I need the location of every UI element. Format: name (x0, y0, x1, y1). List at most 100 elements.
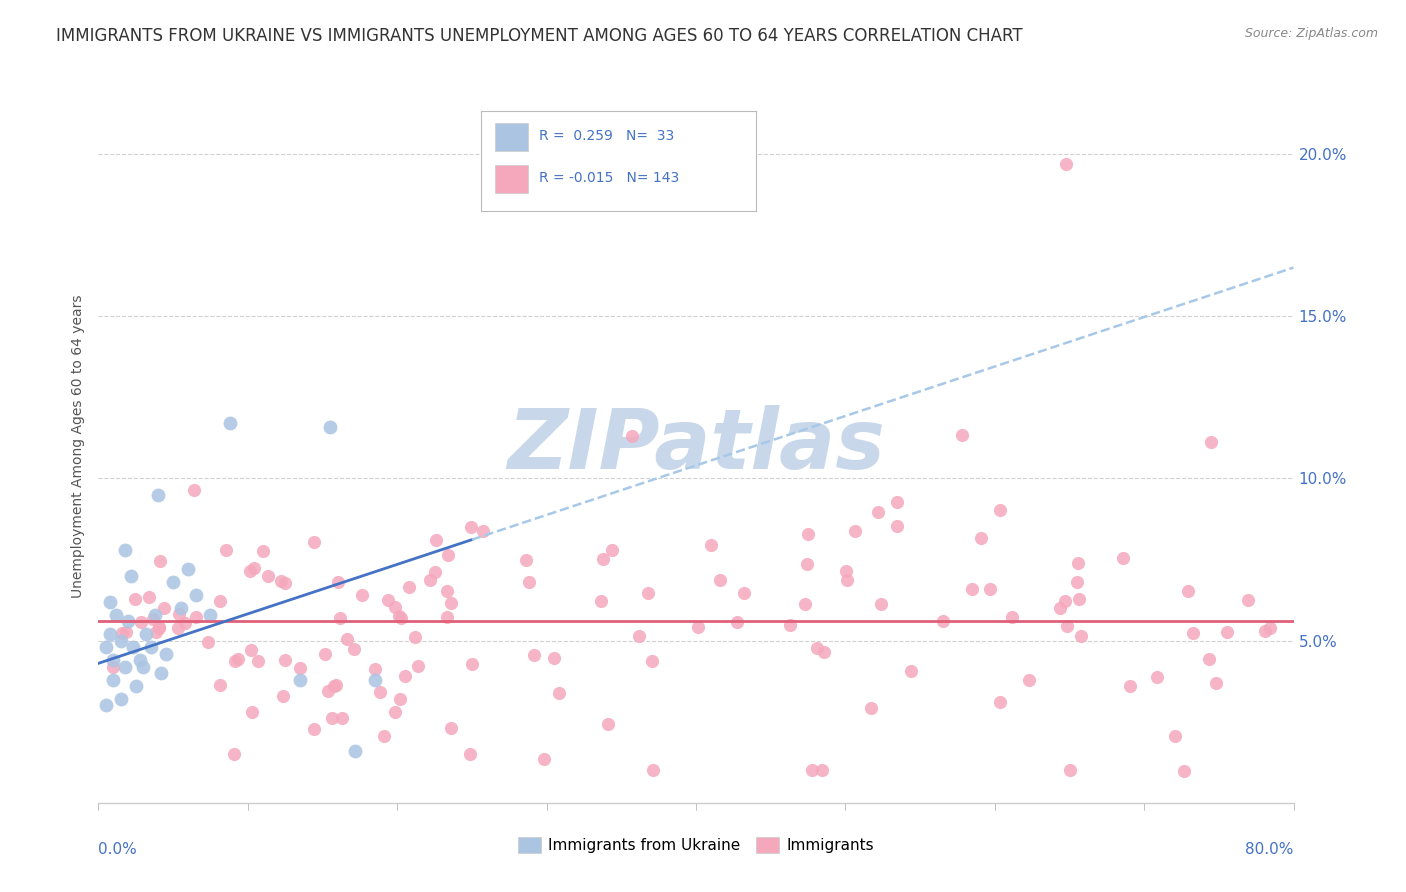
Point (1258, 621, 1281, 635)
Point (627, 629, 650, 643)
Point (1215, 625, 1237, 640)
Point (835, 573, 858, 587)
Point (319, 419, 342, 434)
Point (835, 564, 858, 578)
Point (419, 574, 441, 588)
Point (169, 601, 191, 615)
Point (129, 615, 152, 630)
Point (533, 752, 555, 766)
Point (114, 542, 136, 557)
Point (167, 607, 190, 621)
Point (377, 593, 399, 607)
Point (1198, 652, 1220, 666)
Point (222, 747, 245, 761)
Point (129, 653, 152, 667)
Point (145, 625, 167, 640)
Legend: Immigrants from Ukraine, Immigrants: Immigrants from Ukraine, Immigrants (512, 831, 880, 859)
Point (162, 575, 184, 590)
Y-axis label: Unemployment Among Ages 60 to 64 years: Unemployment Among Ages 60 to 64 years (70, 294, 84, 598)
Point (1111, 550, 1133, 565)
Point (439, 721, 461, 735)
Point (515, 553, 537, 567)
Point (270, 574, 292, 588)
Point (373, 729, 395, 743)
Point (389, 611, 412, 625)
Point (246, 654, 269, 668)
Point (121, 640, 143, 654)
Point (184, 588, 207, 602)
Text: ZIPatlas: ZIPatlas (508, 406, 884, 486)
Point (637, 585, 659, 599)
Point (117, 614, 139, 628)
Point (589, 594, 612, 608)
Point (886, 495, 908, 509)
Point (592, 552, 614, 566)
Point (226, 652, 249, 666)
Point (103, 660, 125, 674)
Point (436, 583, 458, 598)
Point (1205, 676, 1227, 690)
Point (813, 644, 835, 658)
Point (458, 747, 481, 761)
Point (384, 599, 406, 614)
Point (406, 659, 429, 673)
Point (103, 653, 125, 667)
Point (620, 428, 643, 442)
Point (1173, 764, 1195, 778)
Point (124, 591, 146, 606)
Point (796, 557, 818, 571)
Point (125, 679, 148, 693)
Point (302, 535, 325, 549)
Point (801, 764, 824, 778)
Point (138, 590, 160, 604)
Point (1066, 575, 1088, 590)
Point (543, 651, 565, 665)
Point (900, 664, 922, 678)
Point (148, 554, 170, 568)
Point (725, 615, 748, 629)
Text: 0.0%: 0.0% (98, 842, 138, 857)
Point (404, 630, 426, 644)
Point (436, 610, 458, 624)
Point (186, 610, 208, 624)
Point (794, 598, 817, 612)
Point (870, 597, 893, 611)
Point (398, 580, 420, 594)
Point (1119, 679, 1142, 693)
Point (709, 573, 731, 587)
Point (274, 575, 297, 590)
Point (806, 641, 828, 656)
Point (98, 595, 122, 609)
Point (1067, 591, 1090, 606)
Point (94, 698, 117, 713)
Point (641, 654, 664, 668)
Point (1070, 629, 1092, 643)
Point (329, 611, 352, 625)
Point (437, 548, 460, 562)
Point (364, 662, 387, 676)
Point (325, 678, 347, 692)
Point (439, 596, 461, 610)
Point (150, 666, 173, 681)
Point (1049, 601, 1071, 615)
Text: IMMIGRANTS FROM UKRAINE VS IMMIGRANTS UNEMPLOYMENT AMONG AGES 60 TO 64 YEARS COR: IMMIGRANTS FROM UKRAINE VS IMMIGRANTS UN… (56, 27, 1024, 45)
Text: 80.0%: 80.0% (1246, 842, 1294, 857)
Point (988, 503, 1011, 517)
Point (215, 543, 238, 558)
Point (364, 673, 387, 687)
Point (370, 685, 392, 699)
Point (886, 519, 908, 533)
Point (103, 673, 125, 687)
Point (1146, 670, 1168, 684)
Point (950, 427, 973, 442)
Point (523, 648, 546, 662)
Point (197, 635, 219, 649)
Point (960, 582, 983, 596)
Point (425, 565, 447, 579)
Point (167, 621, 190, 635)
Point (1177, 583, 1199, 598)
Point (343, 641, 366, 656)
Point (471, 524, 494, 538)
Point (332, 711, 354, 725)
Point (932, 614, 955, 628)
